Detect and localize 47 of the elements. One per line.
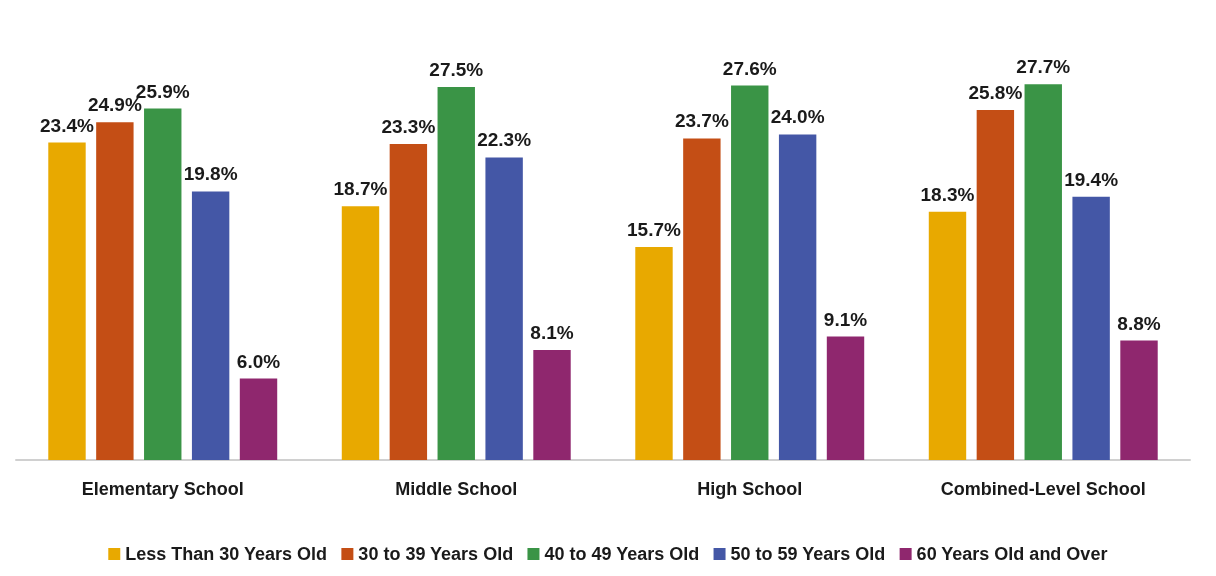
data-label: 19.8% bbox=[183, 163, 238, 185]
bar bbox=[1024, 84, 1062, 460]
bar bbox=[48, 142, 86, 460]
bar bbox=[485, 157, 523, 460]
legend-label: 50 to 59 Years Old bbox=[730, 544, 886, 564]
bar bbox=[826, 336, 865, 460]
data-label: 23.3% bbox=[381, 115, 436, 137]
data-label: 18.7% bbox=[333, 178, 388, 200]
bar bbox=[731, 85, 769, 460]
data-label: 22.3% bbox=[477, 129, 532, 151]
bar bbox=[96, 122, 134, 460]
data-label: 8.1% bbox=[530, 322, 574, 344]
data-label: 27.5% bbox=[429, 58, 484, 80]
bar bbox=[635, 247, 673, 460]
data-label: 25.8% bbox=[968, 81, 1023, 103]
bar bbox=[683, 138, 721, 460]
x-tick-label: Combined-Level School bbox=[940, 479, 1146, 499]
bar bbox=[437, 86, 475, 460]
data-label: 27.7% bbox=[1016, 56, 1071, 78]
data-label: 23.7% bbox=[674, 110, 729, 132]
bar bbox=[1072, 196, 1110, 460]
bar bbox=[341, 206, 380, 460]
bar bbox=[928, 211, 967, 460]
data-label: 8.8% bbox=[1117, 312, 1161, 334]
legend-label: Less Than 30 Years Old bbox=[125, 544, 328, 564]
bar bbox=[778, 134, 817, 460]
bar bbox=[191, 191, 230, 460]
data-label: 24.0% bbox=[770, 106, 825, 128]
data-label: 18.3% bbox=[920, 183, 975, 205]
legend-label: 60 Years Old and Over bbox=[916, 544, 1108, 564]
data-label: 6.0% bbox=[236, 350, 281, 372]
data-label: 9.1% bbox=[823, 308, 868, 330]
x-tick-label: Middle School bbox=[395, 479, 518, 499]
data-label: 19.4% bbox=[1064, 168, 1119, 190]
legend-label: 30 to 39 Years Old bbox=[358, 544, 514, 564]
data-label: 15.7% bbox=[627, 219, 682, 240]
bar bbox=[533, 350, 571, 460]
bar bbox=[144, 108, 182, 460]
x-tick-label: Elementary School bbox=[81, 479, 244, 499]
x-tick-label: High School bbox=[697, 479, 803, 499]
bar bbox=[239, 378, 278, 460]
data-label: 27.6% bbox=[722, 57, 777, 79]
bar bbox=[1120, 340, 1158, 460]
bar bbox=[976, 109, 1015, 460]
legend-label: 40 to 49 Years Old bbox=[544, 544, 700, 564]
data-label: 23.4% bbox=[40, 114, 95, 136]
bar bbox=[389, 143, 428, 460]
